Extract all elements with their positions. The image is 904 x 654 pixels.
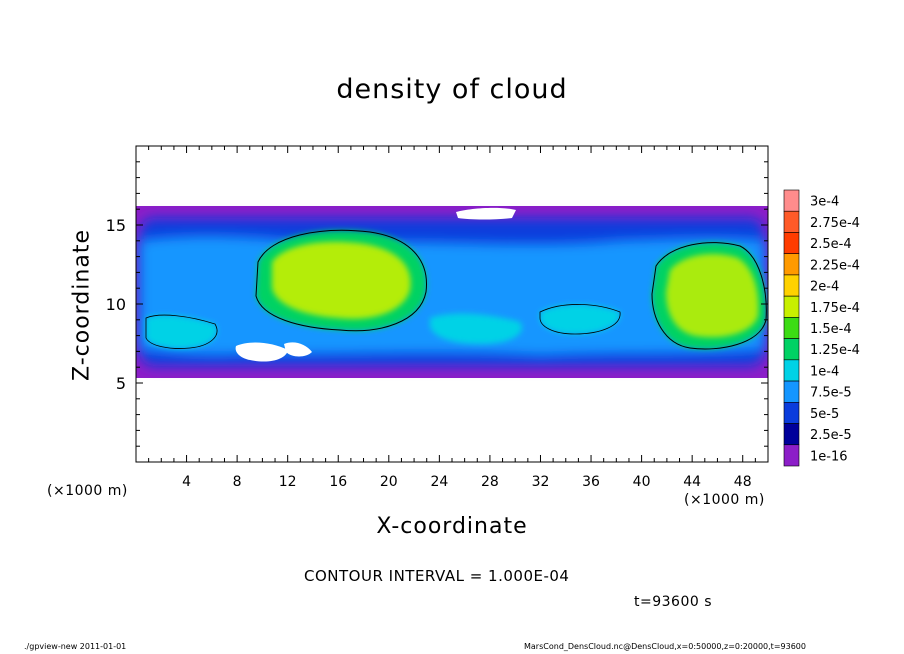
cloud-layer-cyan-patches <box>146 304 621 349</box>
colorbar-label: 1.75e-4 <box>810 301 860 316</box>
colorbar-label: 2.25e-4 <box>810 258 860 273</box>
x-unit-label-left: (×1000 m) <box>47 483 128 499</box>
x-axis-label: X-coordinate <box>376 514 528 539</box>
y-tick-label: 5 <box>116 374 126 393</box>
y-tick-label: 15 <box>106 216 126 235</box>
x-tick-label: 24 <box>430 474 448 490</box>
colorbar-swatch <box>783 423 800 446</box>
colorbar-label: 1.5e-4 <box>810 322 852 337</box>
colorbar-swatch <box>783 402 800 424</box>
x-tick-label: 40 <box>633 474 651 490</box>
contour-line-mid <box>145 304 621 349</box>
colorbar-swatch <box>783 359 800 382</box>
x-tick-label: 36 <box>582 474 600 490</box>
cloud-gap-bottom <box>235 342 312 362</box>
footer-left-text: ./gpview-new 2011-01-01 <box>24 642 127 651</box>
dense-cloud-right-core <box>666 254 759 338</box>
colorbar-swatch <box>783 274 800 297</box>
colorbar-swatch <box>783 380 800 403</box>
colorbar-swatch <box>783 253 800 276</box>
x-tick-label: 8 <box>233 474 242 490</box>
colorbar-label: 1e-16 <box>810 449 848 464</box>
density-field <box>136 206 768 378</box>
footer-right-text: MarsCond_DensCloud.nc@DensCloud,x=0:5000… <box>524 642 806 651</box>
x-tick-label: 20 <box>380 474 398 490</box>
colorbar-swatch <box>783 295 800 318</box>
colorbar-label: 7.5e-5 <box>810 386 852 401</box>
x-tick-label: 32 <box>532 474 550 490</box>
colorbar-swatch <box>783 444 800 467</box>
dense-cloud-left-core <box>272 241 411 319</box>
colorbar-label: 2e-4 <box>810 280 839 295</box>
colorbar-label: 1e-4 <box>810 364 839 379</box>
colorbar-swatch <box>783 317 800 339</box>
colorbar-swatch <box>783 232 800 254</box>
colorbar-label: 5e-5 <box>810 407 839 422</box>
colorbar-label: 2.5e-5 <box>810 428 852 443</box>
contour-line-left <box>255 229 427 332</box>
colorbar-label: 1.25e-4 <box>810 343 860 358</box>
x-unit-label-right: (×1000 m) <box>684 492 765 508</box>
colorbar-swatch <box>783 210 800 233</box>
colorbar-label: 3e-4 <box>810 195 839 210</box>
colorbar: 3e-4 2.75e-4 2.5e-4 2.25e-4 2e-4 1.75e-4 1.5e-… <box>783 189 860 467</box>
y-tick-label: 10 <box>106 295 126 314</box>
colorbar-label: 2.75e-4 <box>810 216 860 231</box>
x-tick-label: 48 <box>734 474 752 490</box>
chart-title: density of cloud <box>336 74 568 105</box>
x-tick-label: 44 <box>683 474 701 490</box>
x-tick-label: 12 <box>279 474 297 490</box>
time-label: t=93600 s <box>634 594 712 610</box>
x-tick-label: 4 <box>182 474 191 490</box>
colorbar-label: 2.5e-4 <box>810 237 852 252</box>
colorbar-swatch <box>783 189 800 212</box>
cloud-gap-top <box>456 207 516 220</box>
x-tick-label: 28 <box>481 474 499 490</box>
colorbar-swatch <box>783 338 800 361</box>
x-tick-label: 16 <box>329 474 347 490</box>
contour-interval-label: CONTOUR INTERVAL = 1.000E-04 <box>304 567 570 585</box>
